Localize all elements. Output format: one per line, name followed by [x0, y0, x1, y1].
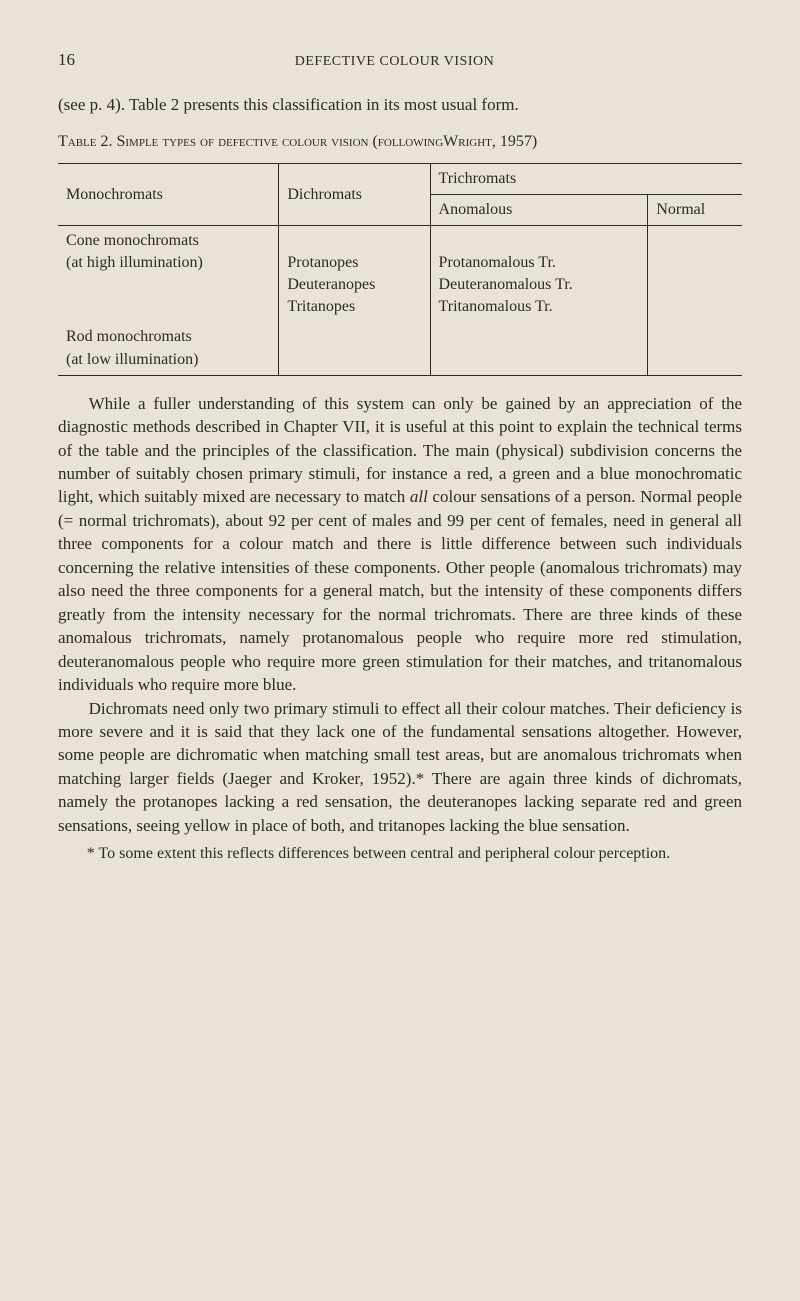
rod-mono-label: Rod monochromats: [66, 328, 192, 345]
dichromat-0: Protanopes: [287, 254, 358, 271]
cell-rod-mono: Rod monochromats (at low illumination): [58, 322, 279, 375]
p1b: colour sensations of a person. Normal pe…: [58, 487, 742, 694]
footnote: * To some extent this reflects differenc…: [58, 843, 742, 865]
th-dichromats: Dichromats: [279, 163, 430, 225]
cell-empty-a: [430, 322, 648, 375]
th-trichromats: Trichromats: [430, 163, 742, 194]
cell-anomalous-list: Protanomalous Tr. Deuteranomalous Tr. Tr…: [430, 226, 648, 323]
table-caption-lead: Table 2. Simple types of defective colou…: [58, 133, 443, 150]
anomalous-2: Tritanomalous Tr.: [439, 298, 553, 315]
table-caption-author: Wright: [443, 133, 492, 150]
cell-empty-d: [279, 322, 430, 375]
table-caption-tail: , 1957): [492, 133, 537, 150]
th-normal: Normal: [648, 195, 742, 226]
page-header: 16 DEFECTIVE COLOUR VISION: [58, 48, 742, 71]
cell-empty-n: [648, 322, 742, 375]
cell-normal-empty: [648, 226, 742, 323]
cell-cone-mono: Cone monochromats (at high illumination): [58, 226, 279, 323]
intro-paragraph: (see p. 4). Table 2 presents this classi…: [58, 93, 742, 116]
page-number: 16: [58, 48, 75, 71]
classification-table: Monochromats Dichromats Trichromats Anom…: [58, 163, 742, 376]
running-head: DEFECTIVE COLOUR VISION: [75, 52, 714, 71]
body-paragraph-2: Dichromats need only two primary stimuli…: [58, 697, 742, 838]
dichromat-1: Deuteranopes: [287, 276, 375, 293]
th-monochromats: Monochromats: [58, 163, 279, 225]
cell-dichromats-list: Protanopes Deuteranopes Tritanopes: [279, 226, 430, 323]
anomalous-1: Deuteranomalous Tr.: [439, 276, 573, 293]
body-paragraph-1: While a fuller understanding of this sys…: [58, 392, 742, 697]
cone-mono-sub: (at high illumination): [66, 254, 203, 271]
dichromat-2: Tritanopes: [287, 298, 355, 315]
p1-ital: all: [410, 487, 428, 506]
cone-mono-label: Cone monochromats: [66, 232, 199, 249]
th-anomalous: Anomalous: [430, 195, 648, 226]
table-caption: Table 2. Simple types of defective colou…: [58, 131, 742, 153]
rod-mono-sub: (at low illumination): [66, 351, 198, 368]
anomalous-0: Protanomalous Tr.: [439, 254, 556, 271]
